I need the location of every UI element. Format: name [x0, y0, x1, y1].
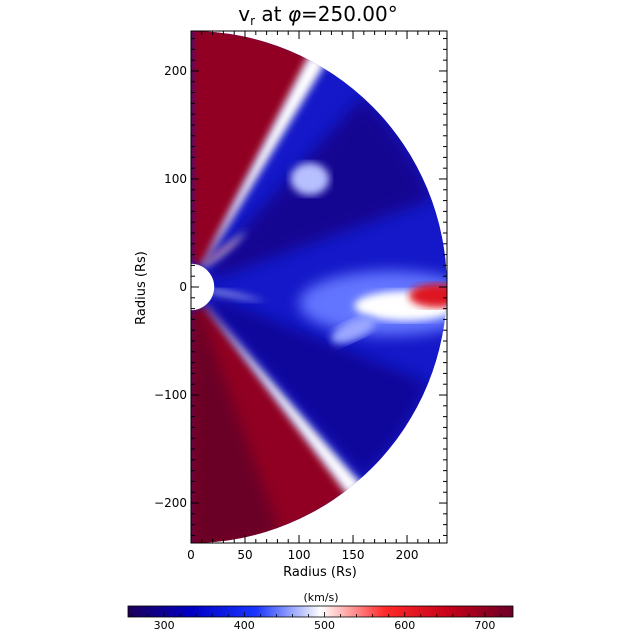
feature-north-fast — [191, 31, 314, 267]
y-tick-label: −100 — [154, 388, 187, 402]
y-tick-label: 100 — [164, 172, 187, 186]
y-tick-label: 0 — [179, 280, 187, 294]
title-quantity: v — [238, 2, 250, 26]
feature-south-lane — [206, 295, 429, 478]
feature-equatorial-fast — [409, 283, 447, 308]
y-tick-label: −200 — [154, 496, 187, 510]
feature-north-jet-core — [206, 237, 241, 264]
feature-equatorial-jet — [210, 289, 267, 303]
x-tick-label: 200 — [396, 548, 419, 562]
colorbar-tick-label: 700 — [474, 619, 495, 632]
wind-features — [191, 31, 447, 543]
inner-boundary-sun — [191, 263, 215, 311]
x-tick-label: 150 — [342, 548, 365, 562]
feature-equatorial-arm — [331, 316, 375, 344]
feature-south-core — [191, 308, 281, 543]
y-tick-label: 200 — [164, 64, 187, 78]
feature-north-blob — [290, 162, 330, 196]
x-tick-label: 100 — [288, 548, 311, 562]
y-axis-label: Radius (Rs) — [134, 251, 149, 325]
colorbar-tick-label: 500 — [314, 619, 335, 632]
feature-north-edge — [201, 54, 326, 268]
x-tick-label: 50 — [237, 548, 252, 562]
x-axis: 0 50 100 150 200 — [187, 31, 440, 562]
colorbar-label: (km/s) — [303, 591, 338, 604]
title-value: =250.00° — [301, 2, 398, 26]
colorbar-tick-label: 300 — [154, 619, 175, 632]
title-subscript: r — [250, 14, 255, 28]
x-tick-label: 0 — [187, 548, 195, 562]
colorbar — [127, 605, 514, 618]
feature-south-edge — [204, 304, 363, 496]
y-axis: −200 −100 0 100 200 — [154, 38, 447, 536]
colorbar-tick-label: 600 — [394, 619, 415, 632]
velocity-field — [191, 31, 447, 543]
title-mid: at — [255, 2, 288, 26]
colorbar-axis: 300 400 500 600 700 — [131, 612, 502, 632]
title-symbol: φ — [288, 2, 301, 26]
x-axis-label: Radius (Rs) — [283, 565, 357, 580]
colorbar-tick-label: 400 — [234, 619, 255, 632]
chart-title: vr at φ=250.00° — [238, 2, 398, 28]
